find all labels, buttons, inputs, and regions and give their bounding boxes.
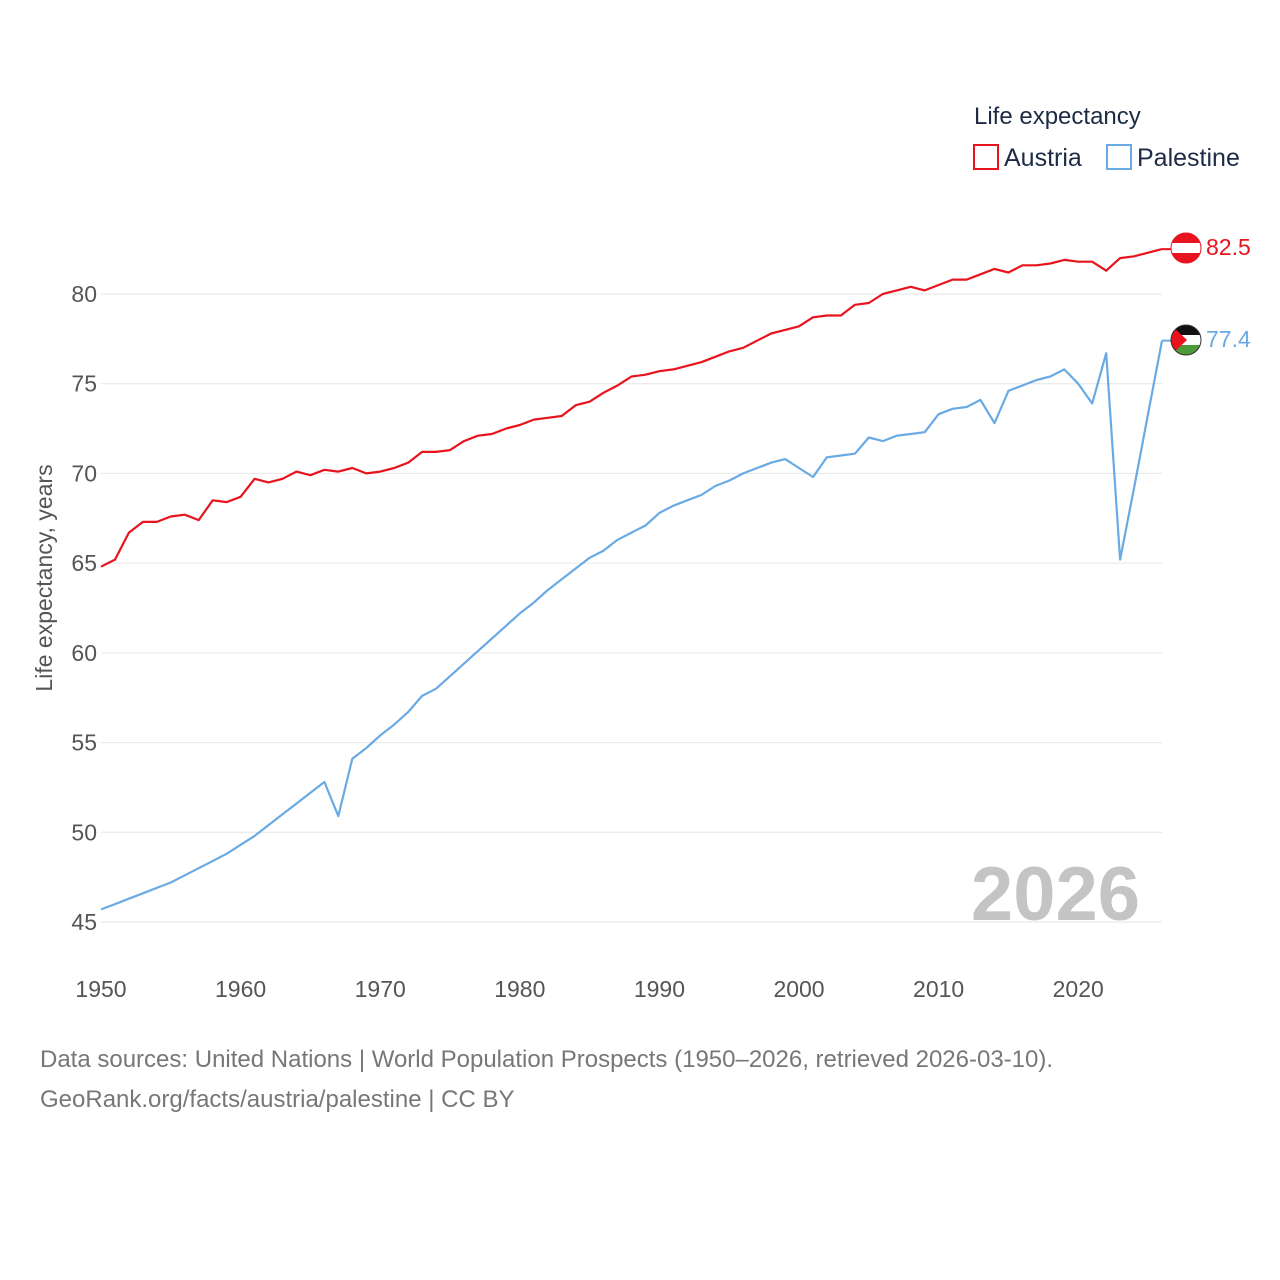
y-tick-label: 80 <box>71 281 97 307</box>
footer: Data sources: United Nations | World Pop… <box>40 1040 1053 1120</box>
y-tick-label: 75 <box>71 371 97 397</box>
x-tick-label: 1990 <box>634 976 685 1002</box>
y-tick-label: 60 <box>71 640 97 666</box>
y-tick-label: 70 <box>71 460 97 486</box>
year-watermark: 2026 <box>971 852 1140 937</box>
legend-swatch-palestine <box>1106 144 1132 170</box>
y-axis-label: Life expectancy, years <box>31 464 57 691</box>
x-tick-label: 1960 <box>215 976 266 1002</box>
series-lines <box>100 248 1172 911</box>
attribution-link[interactable]: GeoRank.org/facts/austria/palestine | CC… <box>40 1086 515 1113</box>
legend-title: Life expectancy <box>974 103 1141 130</box>
y-axis-ticks: 45 50 55 60 65 70 75 80 <box>71 281 97 935</box>
austria-flag-icon <box>1171 233 1201 263</box>
x-tick-label: 1950 <box>75 976 126 1002</box>
x-tick-label: 2020 <box>1053 976 1104 1002</box>
palestine-end-value: 77.4 <box>1206 326 1251 352</box>
y-tick-label: 65 <box>71 550 97 576</box>
x-tick-label: 1980 <box>494 976 545 1002</box>
x-axis-ticks: 1950 1960 1970 1980 1990 2000 2010 2020 <box>75 976 1103 1002</box>
palestine-flag-icon <box>1171 325 1201 355</box>
austria-end-value: 82.5 <box>1206 234 1251 260</box>
legend-swatch-austria <box>973 144 999 170</box>
grid-lines <box>101 293 1162 923</box>
legend: Life expectancy Austria Palestine <box>973 103 1240 172</box>
y-tick-label: 50 <box>71 819 97 845</box>
y-tick-label: 45 <box>71 909 97 935</box>
x-tick-label: 2000 <box>773 976 824 1002</box>
series-line-austria <box>100 248 1163 568</box>
legend-label-palestine: Palestine <box>1137 144 1240 172</box>
x-tick-label: 1970 <box>355 976 406 1002</box>
legend-label-austria: Austria <box>1004 144 1082 172</box>
y-tick-label: 55 <box>71 730 97 756</box>
x-tick-label: 2010 <box>913 976 964 1002</box>
data-source-text: Data sources: United Nations | World Pop… <box>40 1046 1054 1073</box>
series-line-palestine <box>100 340 1164 911</box>
